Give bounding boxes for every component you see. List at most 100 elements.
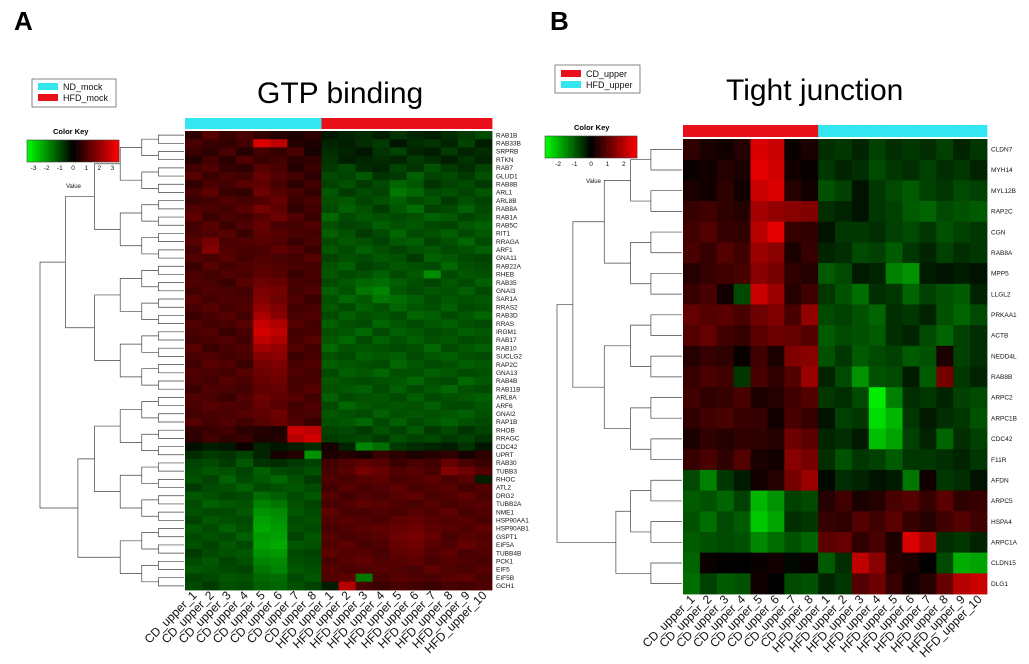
color-key-step <box>27 140 30 162</box>
heatmap-cell <box>287 270 305 279</box>
color-key-step <box>574 136 578 158</box>
heatmap-cell <box>406 368 425 378</box>
group-bar-cell <box>868 125 887 137</box>
heatmap-cell <box>733 139 751 161</box>
heatmap-cell <box>304 163 322 173</box>
heatmap-cell <box>406 565 425 575</box>
row-label: ACTB <box>991 333 1008 340</box>
heatmap-cell <box>202 253 220 263</box>
heatmap-cell <box>919 552 937 574</box>
dendrogram-branch <box>650 438 682 460</box>
color-key-step <box>558 136 562 158</box>
group-bar-cell <box>457 118 476 129</box>
column-labels-b: CD_upper_1CD_upper_2CD_upper_3CD_upper_4… <box>640 592 985 660</box>
heatmap-cell <box>202 417 220 427</box>
heatmap-cell <box>406 270 425 279</box>
heatmap-cell <box>219 278 237 288</box>
heatmap-cell <box>372 549 391 558</box>
heatmap-cell <box>406 237 425 247</box>
heatmap-cell <box>321 426 339 435</box>
heatmap-cell <box>389 270 408 279</box>
heatmap-cell <box>406 327 425 337</box>
chart-title-a: GTP binding <box>257 77 423 110</box>
group-bar-cell <box>818 125 836 137</box>
heatmap-cell <box>936 366 954 388</box>
heatmap-cell <box>304 549 322 558</box>
heatmap-cell <box>372 467 391 476</box>
row-label: HSP90AB1 <box>496 526 529 533</box>
heatmap-cell <box>321 319 339 329</box>
heatmap-cell <box>287 483 305 493</box>
heatmap-cell <box>835 366 853 388</box>
row-label: RAB17 <box>496 337 517 344</box>
heatmap-cell <box>202 549 220 558</box>
heatmap-cell <box>818 283 836 305</box>
heatmap-cell <box>389 393 408 402</box>
color-key-step <box>618 136 622 158</box>
heatmap-cell <box>970 490 988 512</box>
heatmap-cell <box>287 557 305 566</box>
heatmap-cell <box>270 360 288 370</box>
heatmap-cell <box>406 434 425 443</box>
heatmap-cell <box>868 531 887 554</box>
group-bar-cell <box>440 118 459 129</box>
heatmap-cell <box>423 532 442 542</box>
heatmap-cell <box>750 263 768 285</box>
heatmap-cell <box>355 549 374 558</box>
heatmap-cell <box>236 549 254 558</box>
heatmap-cell <box>716 283 735 305</box>
heatmap-cell <box>236 475 254 484</box>
color-key-step <box>73 140 76 162</box>
heatmap-cell <box>355 565 374 575</box>
heatmap-cell <box>304 221 322 230</box>
heatmap-cell <box>868 366 887 388</box>
dendrogram-branch <box>158 544 184 554</box>
heatmap-cell <box>270 524 288 534</box>
heatmap-cell <box>784 221 802 243</box>
heatmap-cell <box>953 201 971 223</box>
heatmap-cell <box>784 511 802 533</box>
dendrogram-branch <box>158 413 184 423</box>
heatmap-cell <box>270 409 288 419</box>
row-label: SRPRB <box>496 149 518 156</box>
heatmap-cell <box>868 469 887 491</box>
heatmap-cell <box>253 352 271 361</box>
heatmap-cell <box>321 237 339 247</box>
heatmap-cell <box>287 212 305 222</box>
heatmap-cell <box>270 573 288 583</box>
heatmap-cell <box>423 573 442 583</box>
heatmap-cell <box>936 428 954 450</box>
heatmap-cell <box>185 467 203 476</box>
dendrogram-branch <box>650 479 682 502</box>
color-key-step <box>584 136 587 158</box>
heatmap-cell <box>355 409 374 419</box>
dendrogram-branch <box>630 242 651 285</box>
heatmap-cell <box>236 524 254 534</box>
color-key-step <box>54 140 58 162</box>
heatmap-cell <box>406 467 425 476</box>
heatmap-cell <box>372 327 391 337</box>
heatmap-cell <box>440 508 459 517</box>
heatmap-cell <box>287 458 305 468</box>
heatmap-cell <box>440 294 459 304</box>
row-label: TUBB2A <box>496 501 522 508</box>
heatmap-cell <box>287 327 305 337</box>
heatmap-cell <box>936 304 954 326</box>
heatmap-cell <box>219 565 237 575</box>
heatmap-cell <box>355 475 374 484</box>
heatmap-cell <box>338 491 356 501</box>
heatmap-cell <box>406 360 425 370</box>
row-label: EIF5A <box>496 542 515 549</box>
dendrogram-branch <box>158 429 184 439</box>
heatmap-cell <box>389 171 408 181</box>
heatmap-cell <box>219 131 237 140</box>
heatmap-cell <box>338 245 356 255</box>
heatmap-cell <box>270 565 288 575</box>
heatmap-cell <box>304 565 322 575</box>
heatmap-cell <box>219 491 237 501</box>
heatmap-cell <box>389 311 408 320</box>
heatmap-cell <box>389 139 408 148</box>
heatmap-cell <box>919 345 937 367</box>
row-label: GCH1 <box>496 583 514 590</box>
